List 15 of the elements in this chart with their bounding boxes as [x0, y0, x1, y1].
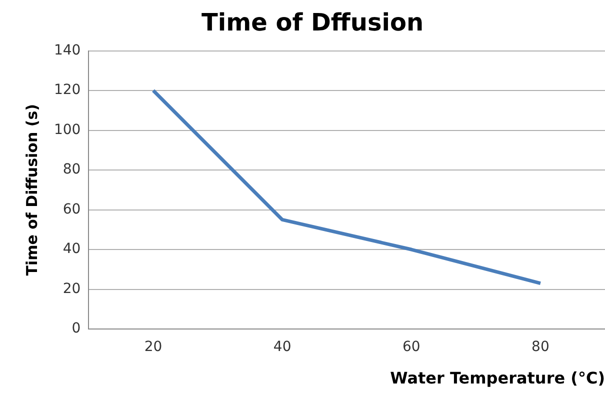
y-tick-label: 120	[54, 82, 81, 98]
x-tick-label: 40	[273, 339, 292, 356]
y-axis-title: Time of Diffusion (s)	[22, 104, 41, 276]
chart-title: Time of Dffusion	[201, 8, 424, 37]
y-tick-label: 0	[72, 320, 81, 337]
x-tick-label: 80	[532, 339, 550, 356]
y-tick-label: 20	[62, 280, 81, 297]
y-tick-label: 40	[62, 241, 81, 258]
x-axis-title: Water Temperature (°C)	[390, 368, 605, 388]
y-tick-label: 140	[54, 42, 81, 58]
y-tick-label: 100	[54, 122, 81, 138]
x-tick-label: 20	[144, 339, 162, 356]
y-tick-label: 60	[62, 201, 81, 218]
x-tick-label: 60	[402, 339, 420, 356]
y-tick-label: 80	[62, 162, 81, 178]
